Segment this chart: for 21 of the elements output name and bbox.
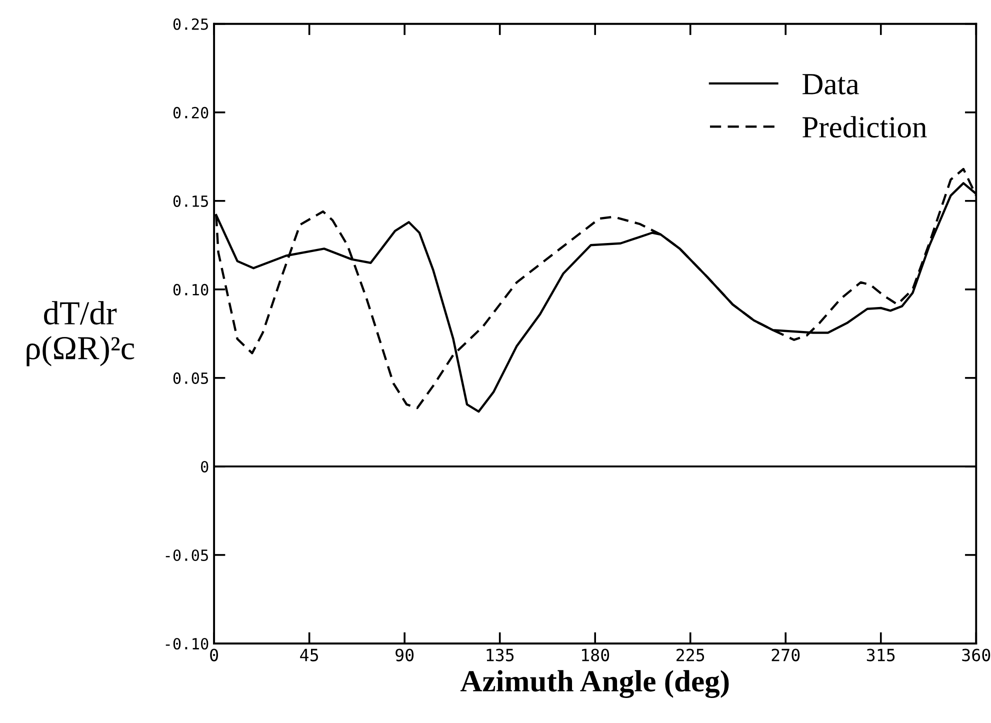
x-tick-label: 0 [210, 648, 218, 662]
x-tick-label: 315 [866, 648, 895, 662]
x-tick-label: 135 [486, 648, 514, 662]
x-tick-label: 360 [962, 648, 990, 662]
legend-label: Data [802, 74, 859, 94]
y-tick-label: 0.10 [173, 284, 208, 296]
x-tick-label: 270 [772, 648, 800, 662]
y-tick-label: -0.05 [166, 549, 208, 562]
x-axis-title: Azimuth Angle (deg) [460, 670, 729, 698]
y-tick-label: 0.25 [173, 18, 208, 30]
x-tick-label: 45 [300, 648, 318, 662]
y-tick-label: 0.20 [173, 106, 208, 118]
legend-label: Prediction [802, 116, 927, 138]
y-axis-title: dT/dr ρ(ΩR)²c [26, 301, 134, 366]
x-tick-label: 180 [582, 648, 610, 662]
y-tick-label: 0.15 [173, 195, 208, 207]
y-tick-label: 0.05 [173, 372, 208, 384]
x-tick-label: 225 [676, 648, 704, 662]
x-tick-label: 90 [396, 648, 414, 662]
y-tick-label: 0 [200, 460, 208, 472]
y-tick-label: -0.10 [166, 638, 208, 650]
